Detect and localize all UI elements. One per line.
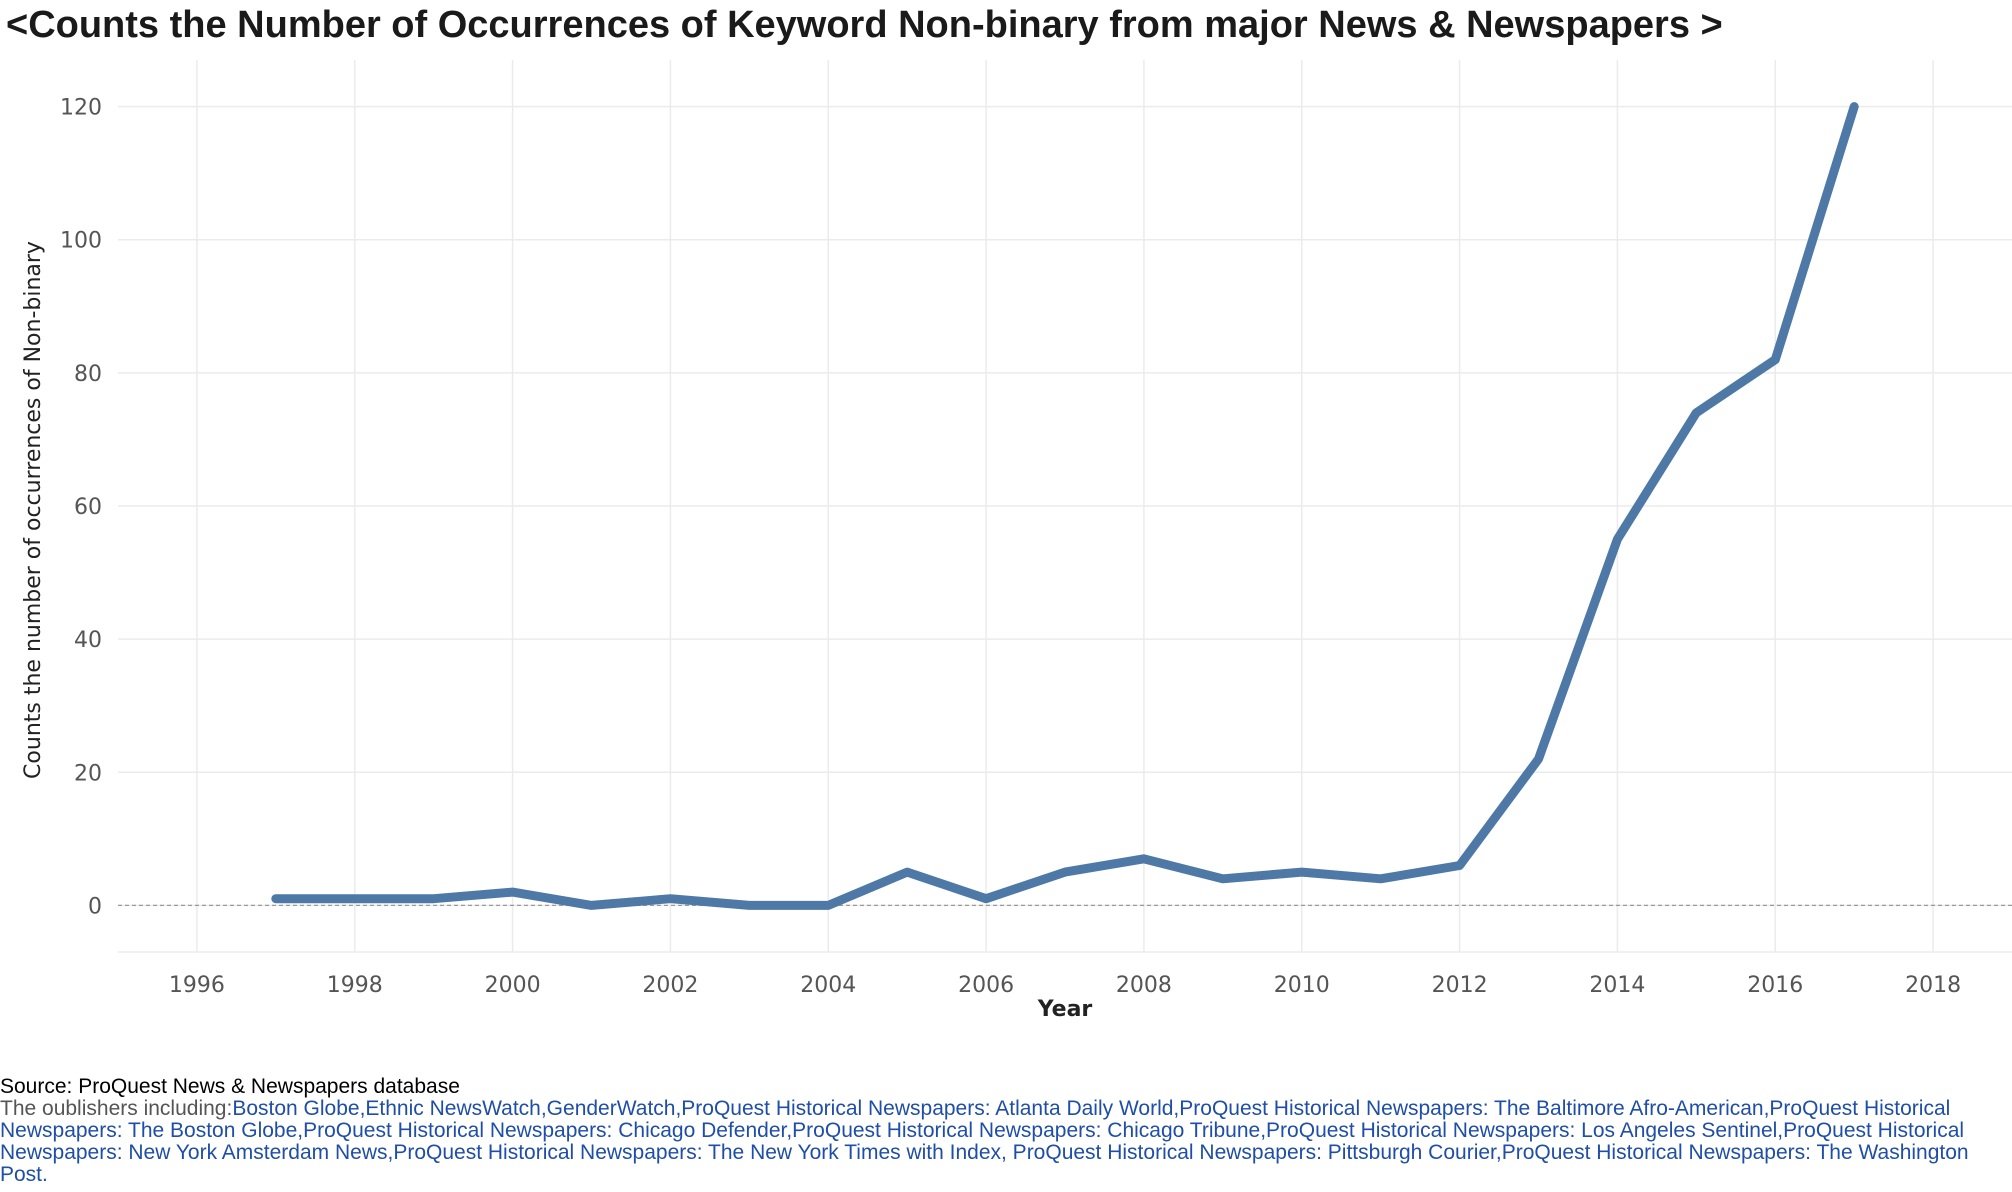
x-tick-label: 2002: [642, 973, 698, 998]
x-tick-label: 2000: [485, 973, 541, 998]
x-tick-label: 2018: [1905, 973, 1961, 998]
y-tick-label: 60: [74, 495, 102, 520]
y-tick-label: 20: [74, 761, 102, 786]
x-tick-labels: 1996 1998 2000 2002 2004 2006 2008 2010 2012 2014…: [169, 973, 1961, 998]
x-axis-title: Year: [1037, 997, 1093, 1022]
x-tick-label: 2008: [1116, 973, 1172, 998]
x-tick-label: 2016: [1747, 973, 1803, 998]
x-tick-label: 2006: [958, 973, 1014, 998]
publishers-note: The oublishers including:Boston Globe,Et…: [0, 1098, 1990, 1186]
y-axis-title: Counts the number of occurrences of Non-…: [21, 241, 46, 779]
y-tick-label: 100: [60, 229, 102, 254]
line-chart: 0 20 40 60 80 100 120 1996 1998 2000 2002 2004 2006…: [21, 60, 2012, 1022]
x-tick-label: 2004: [800, 973, 856, 998]
x-tick-label: 1996: [169, 973, 225, 998]
publishers-prefix: The oublishers including:: [0, 1097, 233, 1120]
y-tick-label: 80: [74, 362, 102, 387]
x-tick-label: 2010: [1274, 973, 1330, 998]
chart-footer: Source: ProQuest News & Newspapers datab…: [0, 1076, 1990, 1186]
series-line: [271, 102, 1859, 910]
publishers-list: Boston Globe,Ethnic NewsWatch,GenderWatc…: [0, 1097, 1969, 1186]
grid-lines: [118, 60, 2012, 953]
y-tick-labels: 0 20 40 60 80 100 120: [60, 96, 102, 920]
chart-title: <Counts the Number of Occurrences of Key…: [6, 4, 1723, 46]
y-tick-label: 0: [88, 894, 102, 919]
source-note: Source: ProQuest News & Newspapers datab…: [0, 1075, 460, 1098]
x-tick-label: 2014: [1589, 973, 1645, 998]
y-tick-label: 120: [60, 96, 102, 121]
series-line-group: [271, 102, 1859, 910]
x-tick-label: 1998: [327, 973, 383, 998]
x-tick-label: 2012: [1432, 973, 1488, 998]
y-tick-label: 40: [74, 628, 102, 653]
